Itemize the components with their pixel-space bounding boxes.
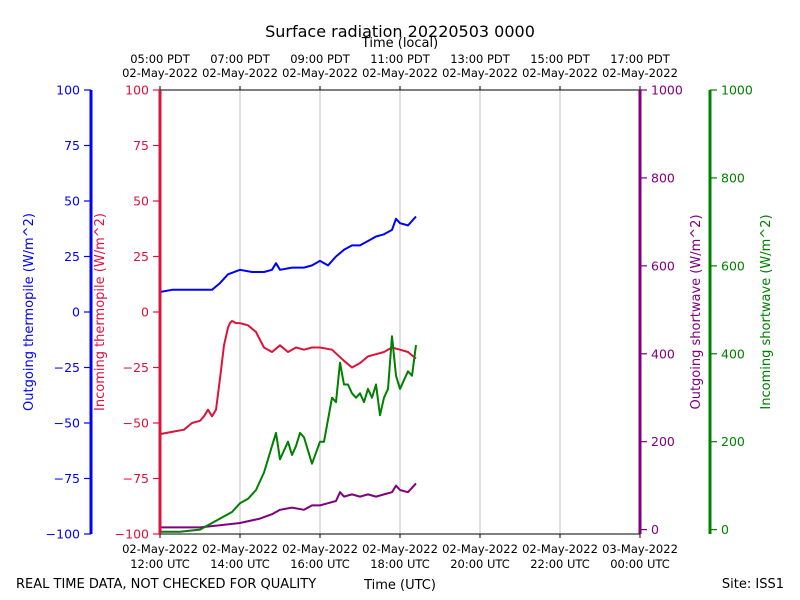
x-tick-label-date: 02-May-2022 [202, 542, 278, 556]
x-tick-label-time: 00:00 UTC [610, 557, 670, 571]
x-axis-label: Time (UTC) [363, 578, 436, 593]
y-tick-label-in_thermo: 25 [133, 249, 149, 264]
y-tick-label-in_thermo: 100 [125, 83, 149, 98]
quality-disclaimer: REAL TIME DATA, NOT CHECKED FOR QUALITY [16, 577, 316, 592]
y-tick-label-out_sw: 200 [651, 434, 675, 449]
x-tick-label-time: 18:00 UTC [370, 557, 430, 571]
x-tick-label-date: 02-May-2022 [442, 542, 518, 556]
y-tick-label-out_thermo: −25 [54, 360, 80, 375]
x-tick-label-time: 12:00 UTC [130, 557, 190, 571]
y-tick-label-in_thermo: −100 [115, 527, 149, 542]
y-tick-label-out_thermo: −100 [46, 527, 80, 542]
site-label: Site: ISS1 [722, 577, 784, 592]
top-tick-label-date: 02-May-2022 [122, 66, 198, 80]
top-tick-label-time: 17:00 PDT [610, 52, 671, 66]
top-tick-label-time: 09:00 PDT [290, 52, 351, 66]
y-tick-label-out_sw: 400 [651, 346, 675, 361]
x-tick-label-time: 16:00 UTC [290, 557, 350, 571]
series-line-out_thermo [159, 215, 417, 293]
y-tick-label-in_thermo: −25 [123, 360, 149, 375]
y-tick-label-out_thermo: 50 [64, 194, 80, 209]
y-tick-label-in_sw: 400 [721, 346, 745, 361]
y-tick-label-in_sw: 1000 [721, 83, 753, 98]
series-line-in_sw [160, 335, 417, 533]
x-tick-label-time: 22:00 UTC [530, 557, 590, 571]
y-tick-label-out_thermo: 25 [64, 249, 80, 264]
y-tick-label-out_sw: 1000 [651, 83, 683, 98]
grid-lines [239, 90, 561, 534]
y-tick-label-in_sw: 600 [721, 258, 745, 273]
y-tick-label-out_thermo: −75 [54, 471, 80, 486]
x-tick-label-date: 02-May-2022 [522, 542, 598, 556]
y-tick-label-out_thermo: 100 [56, 83, 80, 98]
x-tick-label-date: 02-May-2022 [362, 542, 438, 556]
top-tick-label-time: 15:00 PDT [530, 52, 591, 66]
y-tick-label-in_thermo: −50 [123, 416, 149, 431]
y-tick-label-out_thermo: 75 [64, 138, 80, 153]
axes-layer: −100 −75 −50 −25 0 25 50 75 100 Outgoing thermopi… [22, 83, 774, 542]
top-tick-label-date: 02-May-2022 [442, 66, 518, 80]
series-layer [159, 215, 417, 533]
top-tick-label-date: 02-May-2022 [602, 66, 678, 80]
y-tick-label-in_sw: 200 [721, 434, 745, 449]
top-tick-label-date: 02-May-2022 [362, 66, 438, 80]
top-axis-label: Time (local) [361, 36, 438, 51]
top-tick-label-time: 05:00 PDT [130, 52, 191, 66]
y-tick-label-in_sw: 800 [721, 170, 745, 185]
x-tick-label-time: 14:00 UTC [210, 557, 270, 571]
y-axis-label-in_sw: Incoming shortwave (W/m^2) [759, 214, 774, 409]
x-tick-label-date: 02-May-2022 [282, 542, 358, 556]
y-tick-label-in_thermo: 75 [133, 138, 149, 153]
y-tick-label-out_sw: 600 [651, 258, 675, 273]
y-axis-label-out_sw: Outgoing shortwave (W/m^2) [689, 214, 704, 409]
top-tick-label-date: 02-May-2022 [202, 66, 278, 80]
y-tick-label-out_sw: 800 [651, 170, 675, 185]
x-tick-label-time: 20:00 UTC [450, 557, 510, 571]
x-tick-label-date: 03-May-2022 [602, 542, 678, 556]
y-tick-label-out_sw: 0 [651, 522, 659, 537]
y-axis-label-in_thermo: Incoming thermopile (W/m^2) [93, 213, 108, 411]
y-tick-label-out_thermo: −50 [54, 416, 80, 431]
y-tick-label-in_thermo: 0 [141, 305, 149, 320]
y-tick-label-in_sw: 0 [721, 522, 729, 537]
y-axis-label-out_thermo: Outgoing thermopile (W/m^2) [22, 213, 37, 411]
top-tick-label-date: 02-May-2022 [282, 66, 358, 80]
series-line-out_sw [160, 482, 417, 529]
y-tick-label-in_thermo: −75 [123, 471, 149, 486]
top-tick-label-time: 11:00 PDT [370, 52, 431, 66]
chart-title: Surface radiation 20220503 0000 [265, 22, 535, 41]
y-tick-label-in_thermo: 50 [133, 194, 149, 209]
top-tick-label-date: 02-May-2022 [522, 66, 598, 80]
top-tick-label-time: 13:00 PDT [450, 52, 511, 66]
x-tick-label-date: 02-May-2022 [122, 542, 198, 556]
top-tick-label-time: 07:00 PDT [210, 52, 271, 66]
series-line-in_thermo [159, 319, 417, 436]
y-tick-label-out_thermo: 0 [72, 305, 80, 320]
